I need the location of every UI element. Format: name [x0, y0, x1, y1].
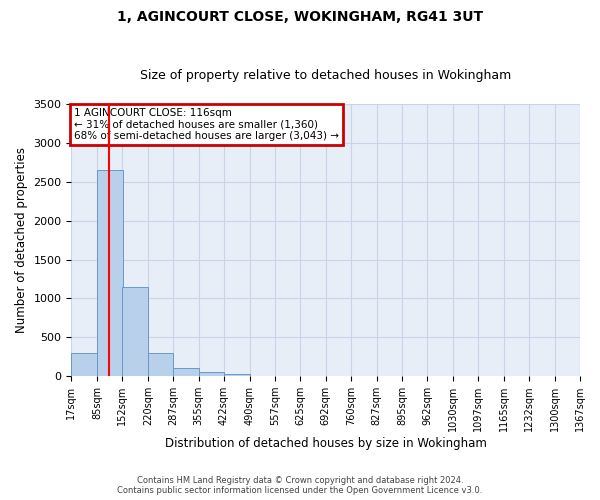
Y-axis label: Number of detached properties: Number of detached properties — [15, 147, 28, 333]
Bar — [122, 287, 148, 376]
X-axis label: Distribution of detached houses by size in Wokingham: Distribution of detached houses by size … — [165, 437, 487, 450]
Bar — [224, 374, 250, 376]
Title: Size of property relative to detached houses in Wokingham: Size of property relative to detached ho… — [140, 69, 511, 82]
Bar — [97, 170, 122, 376]
Bar — [148, 353, 173, 376]
Text: 1 AGINCOURT CLOSE: 116sqm
← 31% of detached houses are smaller (1,360)
68% of se: 1 AGINCOURT CLOSE: 116sqm ← 31% of detac… — [74, 108, 339, 142]
Bar — [173, 368, 199, 376]
Text: 1, AGINCOURT CLOSE, WOKINGHAM, RG41 3UT: 1, AGINCOURT CLOSE, WOKINGHAM, RG41 3UT — [117, 10, 483, 24]
Bar — [71, 353, 97, 376]
Bar — [199, 372, 224, 376]
Text: Contains HM Land Registry data © Crown copyright and database right 2024.
Contai: Contains HM Land Registry data © Crown c… — [118, 476, 482, 495]
